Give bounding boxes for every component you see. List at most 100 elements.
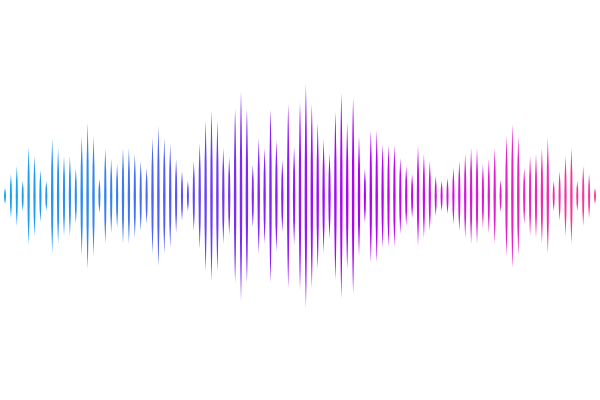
waveform-bar <box>62 156 66 236</box>
waveform-bar <box>458 161 461 231</box>
waveform-bar <box>440 181 443 211</box>
waveform-bar <box>411 174 414 218</box>
waveform-bar <box>27 147 30 245</box>
waveform-bar <box>446 178 449 214</box>
waveform-bar <box>322 139 325 253</box>
waveform-bar <box>393 145 396 247</box>
waveform-bar <box>204 121 207 271</box>
waveform-bar <box>546 138 550 254</box>
waveform-bar <box>275 140 278 252</box>
waveform-bar <box>86 123 89 269</box>
waveform-bar <box>422 154 426 238</box>
waveform-bar <box>552 181 555 211</box>
waveform-bar <box>399 158 402 234</box>
waveform-bar <box>493 148 496 244</box>
waveform-bar <box>304 84 308 308</box>
waveform-bar <box>298 102 302 290</box>
waveform-bar <box>80 136 83 256</box>
waveform-bar <box>387 145 390 247</box>
waveform-bar <box>281 160 284 232</box>
waveform-bar <box>186 181 189 211</box>
waveform-bar <box>216 121 219 271</box>
waveform-bar <box>33 156 36 236</box>
waveform-bar <box>428 161 431 231</box>
waveform-bar <box>464 154 467 238</box>
waveform-bar <box>157 126 160 266</box>
waveform-bar <box>127 148 131 244</box>
waveform-bar <box>98 179 101 213</box>
waveform-bar <box>564 156 567 236</box>
waveform-bar <box>292 147 296 245</box>
waveform-bar <box>481 164 485 228</box>
waveform-bar <box>163 138 166 254</box>
waveform-bar <box>594 188 596 204</box>
waveform-bar <box>39 170 42 222</box>
waveform-bar <box>192 161 195 231</box>
waveform-bar <box>534 154 538 238</box>
waveform-bar <box>375 130 378 262</box>
waveform-bar <box>168 144 172 248</box>
waveform-bar <box>56 148 60 244</box>
waveform-bar <box>558 171 561 221</box>
waveform-bar <box>21 181 24 211</box>
waveform-bar <box>222 148 225 244</box>
waveform-bar <box>576 181 579 211</box>
waveform-bar <box>4 188 6 204</box>
waveform-bar <box>133 154 136 238</box>
waveform-bar <box>523 168 526 224</box>
waveform-bar <box>475 148 479 244</box>
waveform-bar <box>499 180 502 212</box>
waveform-bar <box>198 143 201 249</box>
waveform-bar <box>110 159 113 233</box>
waveform-bar <box>351 98 355 294</box>
waveform-bar <box>511 124 514 268</box>
waveform-bar <box>210 111 213 281</box>
waveform-bar <box>334 112 337 280</box>
waveform-bar <box>115 164 119 228</box>
waveform-bar <box>369 130 373 262</box>
waveform-bar <box>540 148 544 244</box>
waveform-bar <box>381 144 384 248</box>
waveform-bar <box>316 123 319 269</box>
waveform-bar <box>9 174 12 218</box>
waveform-bars <box>4 84 596 308</box>
waveform-bar <box>239 91 243 301</box>
waveform-bar <box>582 166 585 226</box>
waveform-bar <box>263 148 266 244</box>
waveform-bar <box>74 168 77 224</box>
waveform-bar <box>228 157 231 235</box>
waveform-bar <box>588 174 591 218</box>
waveform-bar <box>15 166 18 226</box>
waveform-bar <box>269 109 272 283</box>
waveform-bar <box>469 148 473 244</box>
waveform-bar <box>104 148 107 244</box>
waveform-bar <box>517 136 520 256</box>
waveform-bar <box>257 138 260 254</box>
waveform-bar <box>245 109 249 283</box>
waveform-bar <box>328 153 331 239</box>
waveform-bar <box>139 161 142 231</box>
waveform-bar <box>340 93 343 299</box>
waveform-bar <box>121 148 125 244</box>
waveform-bar <box>357 136 361 256</box>
waveform-bar <box>45 181 48 211</box>
waveform-bar <box>528 156 532 236</box>
waveform-bar <box>434 176 437 216</box>
waveform-bar <box>251 165 254 227</box>
waveform-bar <box>145 168 148 224</box>
waveform-bar <box>286 104 290 288</box>
waveform-bar <box>233 109 237 283</box>
waveform-bar <box>92 136 95 256</box>
waveform-bar <box>505 136 508 256</box>
waveform-bar <box>452 168 455 224</box>
waveform-bar <box>151 138 154 254</box>
waveform-bar <box>68 156 72 236</box>
waveform-bar <box>363 169 366 223</box>
waveform-bar <box>416 146 420 246</box>
waveform-bar <box>345 123 349 269</box>
waveform-bar <box>310 104 314 288</box>
waveform-bar <box>405 166 408 226</box>
waveform-bar <box>180 171 184 221</box>
waveform-bar <box>174 159 178 233</box>
